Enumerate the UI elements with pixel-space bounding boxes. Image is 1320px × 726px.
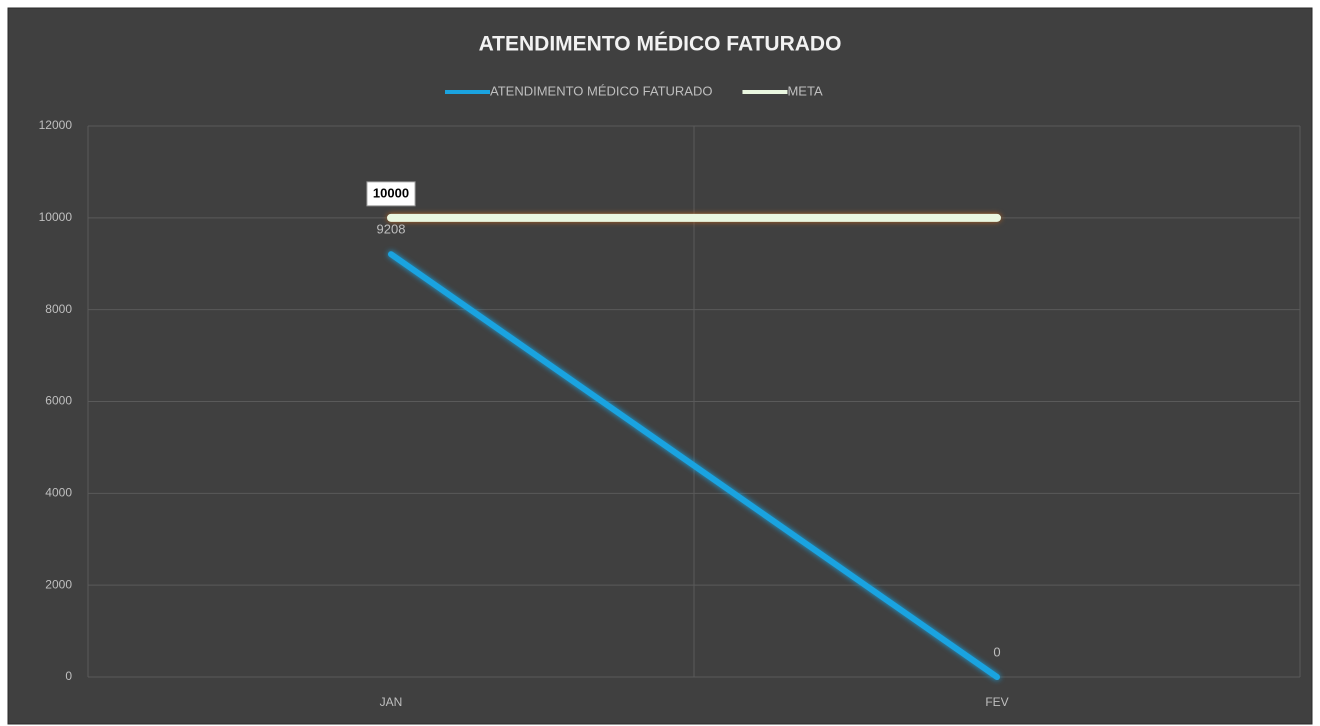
y-tick-label: 2000 — [45, 577, 72, 591]
y-tick-label: 0 — [65, 669, 72, 683]
data-label: 9208 — [377, 222, 406, 237]
y-tick-label: 8000 — [45, 302, 72, 316]
legend-label: META — [787, 83, 822, 98]
data-label: 10000 — [373, 185, 409, 200]
data-label: 0 — [993, 644, 1000, 659]
data-label-box: 10000 — [366, 181, 416, 207]
x-tick-label: JAN — [380, 695, 403, 709]
series-line — [388, 251, 1000, 680]
x-tick-label: FEV — [985, 695, 1008, 709]
y-tick-label: 6000 — [45, 394, 72, 408]
chart-background — [7, 7, 1313, 725]
label-bg — [366, 181, 416, 207]
y-tick-label: 12000 — [39, 118, 73, 132]
legend-label: ATENDIMENTO MÉDICO FATURADO — [490, 83, 712, 98]
y-tick-label: 4000 — [45, 486, 72, 500]
y-tick-label: 10000 — [39, 210, 73, 224]
legend: ATENDIMENTO MÉDICO FATURADO META — [445, 83, 823, 98]
chart-title: ATENDIMENTO MÉDICO FATURADO — [479, 33, 842, 56]
